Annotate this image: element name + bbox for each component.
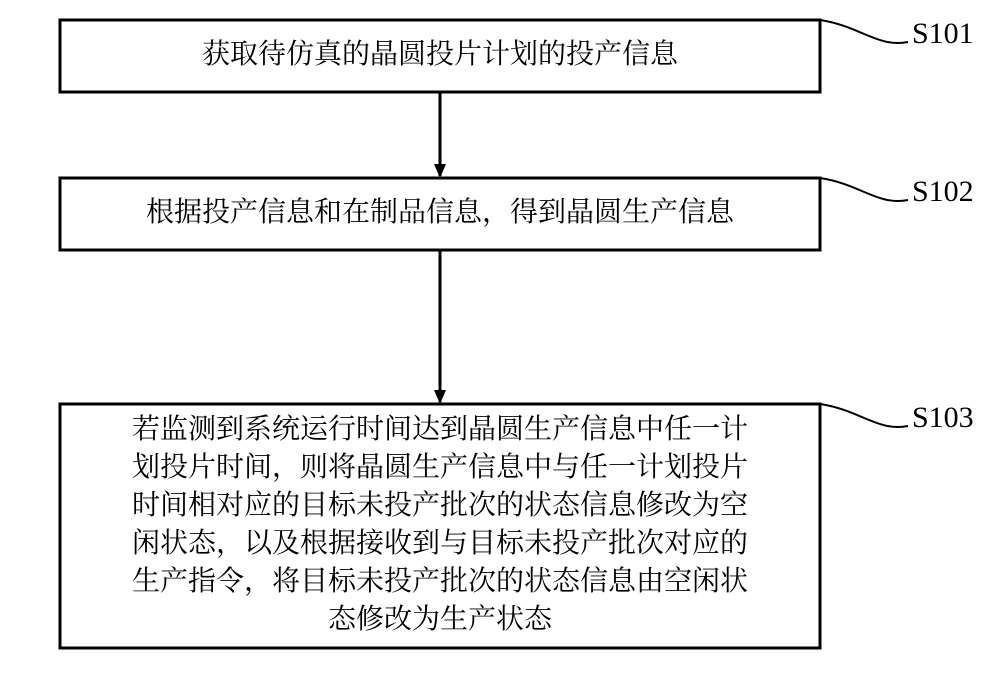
label-connector: [820, 178, 908, 201]
flow-box-text: 闲状态，以及根据接收到与目标未投产批次对应的: [132, 521, 748, 561]
step-label: S103: [912, 401, 974, 434]
flow-box-text: 根据投产信息和在制品信息，得到晶圆生产信息: [146, 190, 735, 230]
step-label: S102: [912, 175, 974, 208]
flow-box-text: 划投片时间，则将晶圆生产信息中与任一计划投片: [132, 445, 748, 485]
label-connector: [820, 20, 908, 43]
step-label: S101: [912, 17, 974, 50]
flow-box-text: 态修改为生产状态: [328, 597, 553, 637]
flow-box-text: 若监测到系统运行时间达到晶圆生产信息中任一计: [132, 407, 748, 447]
label-connector: [820, 404, 908, 427]
flow-box-text: 生产指令，将目标未投产批次的状态信息由空闲状: [132, 559, 748, 599]
flow-box-text: 获取待仿真的晶圆投片计划的投产信息: [202, 32, 679, 72]
flow-box-text: 时间相对应的目标未投产批次的状态信息修改为空: [132, 483, 748, 523]
